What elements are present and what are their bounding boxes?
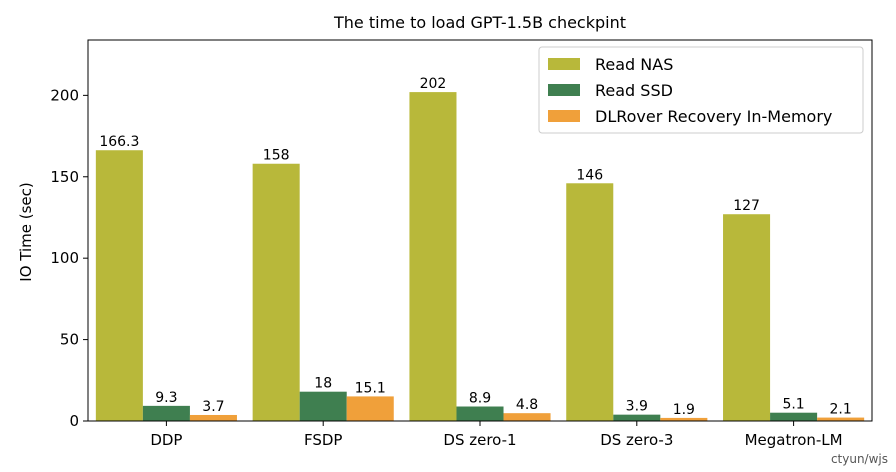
data-label: 202 [420,76,447,92]
x-tick-label: DS zero-3 [600,431,673,449]
bar-ds-zero-3-series-2 [660,417,708,421]
y-axis-label: IO Time (sec) [17,182,35,281]
bar-megatron-lm-series-0 [723,214,771,421]
data-label: 3.7 [202,399,224,415]
y-tick-label: 50 [60,331,79,349]
bar-fsdp-series-1 [299,391,347,421]
y-tick-label: 0 [69,412,79,430]
y-tick-label: 200 [50,86,79,104]
bar-megatron-lm-series-2 [817,417,865,421]
x-tick-label: DDP [150,431,182,449]
bar-ds-zero-3-series-1 [613,414,661,421]
legend-entry: Read SSD [595,81,673,100]
data-label: 3.9 [626,399,648,415]
legend-swatch [548,110,580,122]
data-label: 158 [263,148,290,164]
legend-swatch [548,58,580,70]
data-label: 1.9 [673,402,695,418]
legend: Read NAS Read SSD DLRover Recovery In-Memo… [538,46,864,134]
bar-ds-zero-3-series-0 [566,183,614,421]
x-tick-label: DS zero-1 [443,431,516,449]
bar-ds-zero-1-series-1 [456,406,504,421]
legend-entry: DLRover Recovery In-Memory [595,107,832,126]
bar-ddp-series-2 [189,414,237,421]
data-label: 166.3 [99,134,139,150]
legend-swatch [548,84,580,96]
bar-ds-zero-1-series-2 [503,413,551,421]
bar-fsdp-series-2 [346,396,394,421]
y-tick-label: 100 [50,249,79,267]
data-label: 5.1 [782,397,804,413]
bar-ddp-series-1 [142,405,190,421]
data-label: 9.3 [155,390,177,406]
data-label: 8.9 [469,391,491,407]
data-label: 146 [576,167,603,183]
y-tick-label: 150 [50,168,79,186]
x-tick-label: FSDP [304,431,342,449]
bar-megatron-lm-series-1 [770,412,818,421]
data-label: 15.1 [355,380,386,396]
legend-entry: Read NAS [595,55,673,74]
legend-box [538,46,864,134]
bar-ds-zero-1-series-0 [409,92,457,421]
data-label: 2.1 [830,402,852,418]
bar-fsdp-series-0 [252,163,300,422]
data-label: 4.8 [516,397,538,413]
data-label: 127 [733,198,760,214]
chart-title: The time to load GPT-1.5B checkpint [333,13,626,32]
bar-ddp-series-0 [95,150,143,422]
x-tick-label: Megatron-LM [745,431,843,449]
data-label: 18 [314,376,332,392]
watermark: ctyun/wjs [830,452,888,466]
